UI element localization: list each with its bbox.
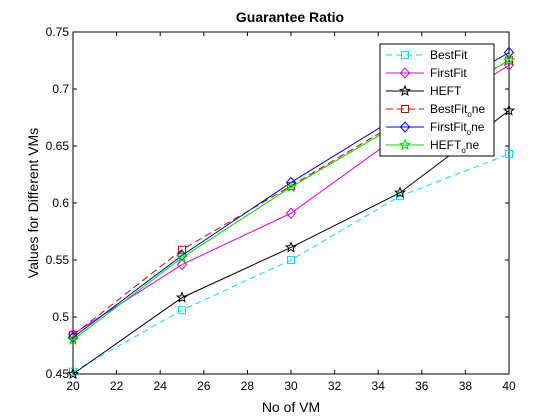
axis-ticks: 20 22 24 26 28 30 32 34 36 38 40 0.45 0.5 0.55 0.6 0.65… — [46, 25, 516, 393]
x-tick-label: 38 — [459, 379, 473, 393]
y-tick-label: 0.55 — [46, 253, 70, 267]
y-tick-label: 0.5 — [52, 310, 69, 324]
legend-label: BestFitone — [430, 102, 485, 119]
diamond-marker — [399, 67, 411, 79]
diamond-marker — [503, 46, 515, 59]
y-tick-label: 0.65 — [46, 139, 70, 153]
star-marker — [502, 54, 516, 66]
square-marker — [178, 306, 186, 315]
x-tick-label: 20 — [66, 379, 80, 393]
x-tick-label: 22 — [110, 379, 124, 393]
square-marker — [401, 51, 409, 59]
square-marker — [505, 149, 513, 158]
star-marker — [66, 333, 80, 345]
series-line — [72, 153, 510, 373]
y-tick-label: 0.6 — [52, 196, 69, 210]
legend-label: HEFT — [430, 84, 462, 98]
star-marker — [502, 104, 516, 116]
series-line — [72, 110, 510, 375]
y-tick-label: 0.45 — [46, 367, 70, 381]
diamond-marker — [399, 121, 411, 133]
square-marker — [287, 256, 295, 264]
legend-label: FirstFitone — [430, 120, 485, 137]
star-marker — [284, 241, 298, 253]
x-axis-label: No of VM — [262, 399, 320, 415]
legend-label: BestFit — [430, 48, 468, 62]
star-marker — [393, 186, 407, 198]
x-tick-label: 40 — [502, 379, 516, 393]
legend-box — [379, 43, 495, 157]
legend-label: HEFTone — [430, 138, 479, 155]
x-tick-label: 24 — [154, 379, 168, 393]
diamond-marker — [176, 258, 188, 271]
legend-label: FirstFit — [430, 66, 467, 80]
series-heft — [66, 104, 516, 380]
y-axis-label: Values for Different VMs — [25, 128, 41, 278]
star-marker — [66, 367, 80, 380]
star-marker — [284, 180, 298, 193]
y-tick-label: 0.7 — [52, 82, 69, 96]
x-tick-label: 32 — [328, 379, 342, 393]
x-tick-label: 26 — [197, 379, 211, 393]
star-marker — [398, 84, 412, 97]
chart-title: Guarantee Ratio — [236, 9, 344, 25]
diamond-marker — [285, 207, 297, 220]
x-tick-label: 30 — [284, 379, 298, 393]
star-marker — [398, 138, 412, 151]
star-marker — [175, 251, 189, 263]
square-marker — [401, 105, 409, 113]
x-tick-label: 34 — [372, 379, 386, 393]
x-tick-label: 36 — [415, 379, 429, 393]
legend: BestFit FirstFit HEFT BestFitoneFirstFitone… — [379, 43, 495, 157]
x-tick-label: 28 — [241, 379, 255, 393]
star-marker — [175, 291, 189, 303]
y-tick-label: 0.75 — [46, 25, 70, 39]
